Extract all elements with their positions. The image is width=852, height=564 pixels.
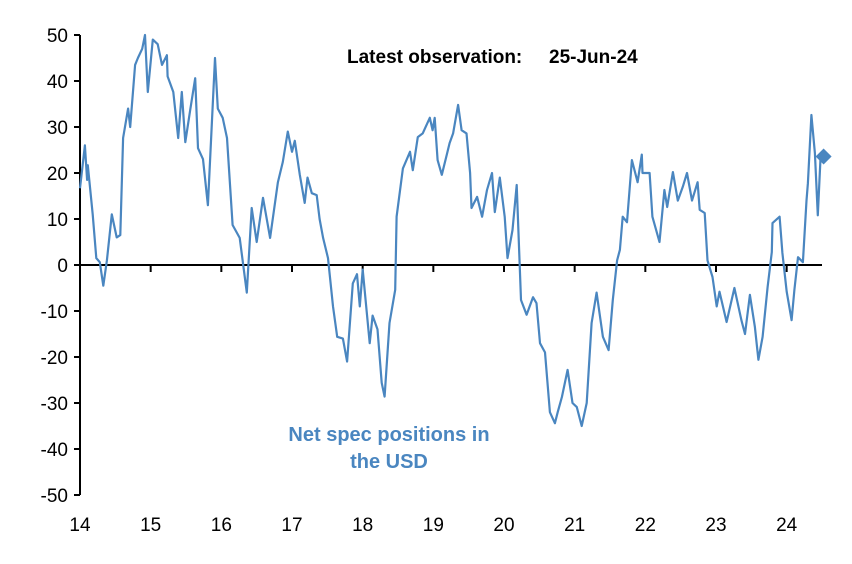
y-tick-label: -30 [41,394,68,415]
x-tick-label: 23 [705,515,726,536]
y-tick-label: 10 [47,210,68,231]
series-label-line2: the USD [350,451,428,473]
y-tick-label: 40 [47,72,68,93]
y-tick-label: -10 [41,302,68,323]
x-tick-label: 18 [352,515,373,536]
latest-observation-label: Latest observation: [347,47,522,68]
x-tick-label: 20 [493,515,514,536]
series-line [78,33,822,428]
y-tick-label: -20 [41,348,68,369]
x-tick-label: 22 [635,515,656,536]
y-tick-label: 30 [47,118,68,139]
x-tick-label: 15 [140,515,161,536]
x-tick-label: 17 [281,515,302,536]
x-tick-label: 19 [423,515,444,536]
y-tick-label: 50 [47,26,68,47]
latest-observation-diamond-marker [815,148,832,165]
x-tick-label: 16 [211,515,232,536]
y-tick-label: -50 [41,486,68,507]
y-axis: 50 40 30 20 10 0 -10 -20 -30 -40 -50 [41,26,81,507]
x-tick-label: 21 [564,515,585,536]
series-label-line1: Net spec positions in [288,424,489,446]
x-tick-label: 14 [69,515,91,536]
x-axis: 14 15 16 17 18 19 20 21 22 23 24 [69,264,822,536]
x-tick-label: 24 [776,515,798,536]
y-tick-label: -40 [41,440,68,461]
latest-observation-date: 25-Jun-24 [549,47,638,68]
y-tick-label: 0 [57,256,68,277]
y-tick-label: 20 [47,164,68,185]
